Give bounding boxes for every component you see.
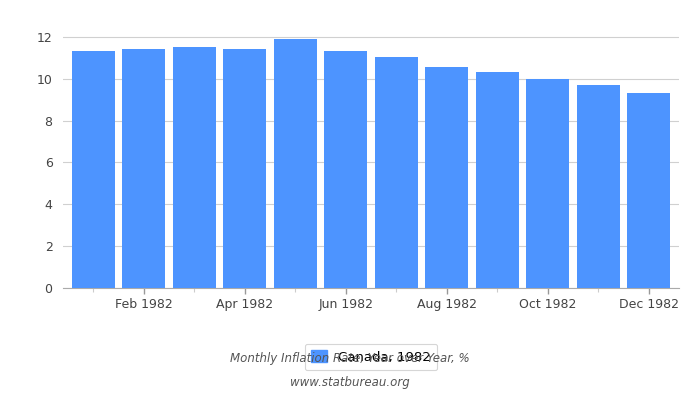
Bar [173,47,216,288]
Bar [274,38,316,288]
Bar [324,50,368,288]
Bar [72,51,115,288]
Text: Monthly Inflation Rate, Year over Year, %: Monthly Inflation Rate, Year over Year, … [230,352,470,365]
Bar [577,85,620,288]
Bar [374,58,418,288]
Bar [627,93,670,288]
Bar [223,50,266,288]
Text: www.statbureau.org: www.statbureau.org [290,376,410,389]
Bar [526,78,569,288]
Legend: Canada, 1982: Canada, 1982 [304,344,438,370]
Bar [122,49,165,288]
Bar [476,72,519,288]
Bar [426,67,468,288]
